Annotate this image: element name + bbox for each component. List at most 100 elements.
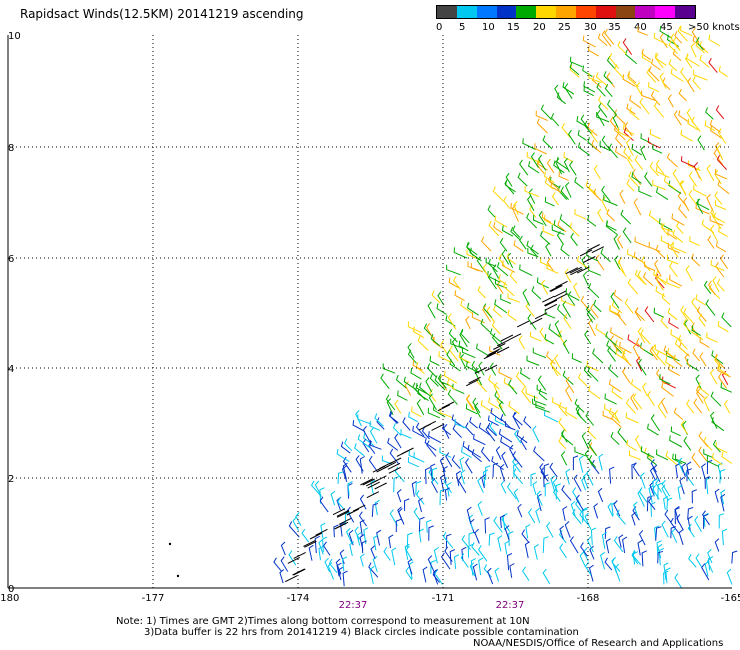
wind-barb bbox=[611, 557, 618, 574]
wind-barb bbox=[567, 129, 576, 145]
contamination-barb bbox=[583, 256, 596, 263]
wind-barb bbox=[487, 415, 499, 427]
wind-barb bbox=[478, 557, 484, 575]
wind-barb bbox=[672, 168, 680, 184]
wind-barb bbox=[425, 377, 433, 393]
wind-barb bbox=[431, 467, 438, 484]
wind-barb bbox=[610, 327, 624, 340]
wind-barb bbox=[476, 256, 486, 273]
wind-barb bbox=[622, 536, 628, 553]
y-tick-label: 2 bbox=[8, 474, 14, 485]
wind-barb bbox=[638, 487, 648, 503]
colorbar-swatch bbox=[437, 6, 457, 18]
wind-barb bbox=[359, 553, 365, 567]
wind-barb bbox=[419, 382, 431, 397]
wind-barb bbox=[552, 478, 559, 493]
wind-barb bbox=[394, 399, 402, 414]
wind-barb bbox=[709, 411, 718, 429]
wind-barb bbox=[554, 354, 561, 368]
contamination-barb bbox=[315, 528, 328, 536]
wind-barb bbox=[452, 383, 465, 395]
wind-barb bbox=[651, 58, 661, 71]
wind-barb bbox=[434, 375, 446, 391]
wind-barb bbox=[631, 143, 643, 156]
wind-barb bbox=[424, 467, 431, 485]
wind-barb bbox=[562, 339, 570, 355]
wind-barb bbox=[524, 186, 540, 197]
wind-barb bbox=[619, 189, 626, 204]
note-line-2: 3)Data buffer is 22 hrs from 20141219 4)… bbox=[144, 627, 579, 638]
wind-barb bbox=[677, 457, 684, 473]
wind-barb bbox=[445, 533, 452, 548]
wind-barb bbox=[426, 519, 432, 533]
wind-barb bbox=[418, 528, 424, 543]
wind-barb bbox=[342, 570, 348, 587]
wind-barb bbox=[609, 466, 615, 484]
wind-barb bbox=[389, 448, 400, 465]
contamination-barb bbox=[423, 420, 437, 428]
wind-barb bbox=[462, 441, 474, 454]
wind-barb bbox=[428, 467, 439, 485]
wind-barb bbox=[318, 539, 324, 555]
wind-barb bbox=[402, 417, 411, 431]
wind-barb bbox=[631, 171, 642, 184]
wind-barb bbox=[636, 337, 645, 351]
wind-barb bbox=[710, 125, 722, 139]
wind-barb bbox=[710, 391, 722, 407]
wind-barb bbox=[695, 553, 702, 568]
wind-barb bbox=[407, 321, 422, 334]
wind-barb bbox=[273, 557, 282, 572]
wind-barb bbox=[661, 376, 676, 389]
wind-barb bbox=[587, 215, 597, 227]
wind-barb bbox=[477, 285, 486, 299]
wind-barb bbox=[310, 480, 321, 496]
wind-barb bbox=[491, 456, 504, 471]
wind-barb bbox=[660, 397, 668, 414]
wind-barb bbox=[551, 192, 559, 206]
wind-barb bbox=[376, 529, 382, 546]
wind-barb bbox=[427, 301, 436, 319]
wind-barb bbox=[461, 535, 471, 550]
wind-barb bbox=[604, 557, 613, 571]
wind-barb bbox=[519, 159, 529, 176]
colorbar-swatch bbox=[456, 6, 477, 18]
wind-barb bbox=[464, 458, 473, 474]
wind-barb bbox=[338, 566, 343, 581]
wind-barb bbox=[396, 489, 402, 503]
wind-barb bbox=[622, 38, 633, 55]
wind-barb bbox=[674, 339, 688, 355]
wind-barb bbox=[701, 219, 715, 234]
wind-barb bbox=[519, 264, 533, 277]
wind-barb bbox=[406, 532, 413, 548]
wind-barb bbox=[670, 68, 684, 82]
wind-barb bbox=[687, 77, 695, 93]
wind-barb bbox=[301, 528, 310, 543]
wind-barb bbox=[595, 323, 608, 338]
wind-barb bbox=[411, 406, 422, 418]
contamination-barb bbox=[587, 244, 600, 251]
wind-barb bbox=[461, 347, 476, 359]
wind-barb bbox=[546, 263, 559, 274]
wind-barb bbox=[593, 164, 601, 180]
wind-barb bbox=[564, 521, 571, 538]
wind-barb bbox=[537, 375, 547, 391]
wind-barb bbox=[527, 247, 539, 258]
wind-barb bbox=[532, 398, 545, 409]
wind-barb bbox=[673, 407, 684, 420]
wind-barb bbox=[560, 244, 570, 257]
wind-barb bbox=[522, 288, 531, 307]
wind-barb bbox=[308, 544, 314, 561]
wind-barb bbox=[382, 363, 396, 374]
wind-barb bbox=[428, 431, 442, 444]
wind-barb bbox=[472, 397, 481, 414]
wind-barb bbox=[586, 468, 594, 486]
wind-barb bbox=[715, 241, 727, 253]
wind-barb bbox=[582, 508, 588, 523]
wind-barb bbox=[695, 385, 705, 399]
wind-barb bbox=[529, 331, 542, 342]
wind-barb bbox=[509, 271, 518, 284]
wind-barb bbox=[536, 490, 543, 506]
wind-barb bbox=[653, 307, 664, 318]
wind-barb bbox=[712, 276, 720, 293]
wind-barb bbox=[437, 291, 445, 306]
